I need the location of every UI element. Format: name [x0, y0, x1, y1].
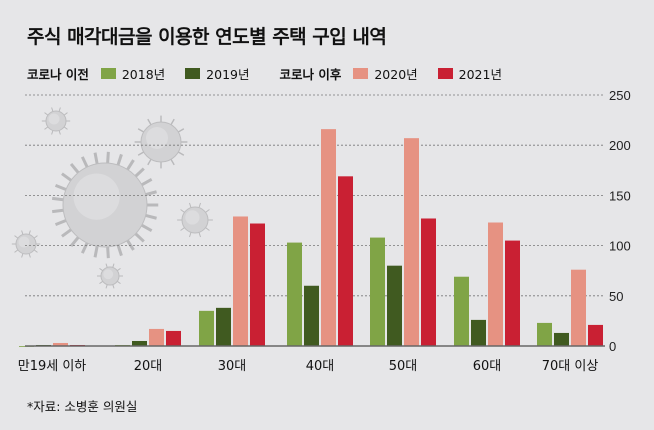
virus-icon	[134, 115, 188, 169]
y-tick-label: 0	[609, 339, 616, 354]
legend-item-2019: 2019년	[185, 64, 249, 83]
bar-2019년-30대	[216, 307, 231, 346]
legend-swatch	[100, 68, 116, 79]
bar-2020년-만19세 이하	[53, 342, 68, 346]
legend-group-before: 코로나 이전	[27, 67, 89, 82]
bar-2018년-40대	[287, 242, 302, 346]
legend-item-2021: 2021년	[437, 64, 502, 83]
source-note: *자료: 소병훈 의원실	[27, 399, 138, 414]
bar-2021년-30대	[250, 223, 265, 346]
x-tick-label: 40대	[306, 359, 335, 374]
bar-2018년-50대	[370, 237, 385, 346]
bar-2018년-30대	[199, 310, 214, 346]
virus-icon	[177, 202, 213, 238]
bar-2018년-60대	[454, 276, 469, 346]
bar-2021년-60대	[505, 240, 520, 346]
y-tick-label: 250	[609, 88, 631, 103]
bar-2019년-50대	[387, 265, 402, 346]
y-tick-label: 150	[609, 188, 631, 203]
bar-2019년-40대	[304, 285, 319, 346]
legend-swatch	[437, 68, 453, 79]
virus-icon	[41, 107, 71, 135]
bar-2021년-50대	[421, 218, 436, 346]
bar-2020년-40대	[321, 129, 336, 346]
legend-group-after: 코로나 이후	[279, 67, 342, 82]
y-tick-label: 50	[609, 289, 623, 304]
legend-item-2020: 2020년	[353, 64, 418, 83]
legend: 코로나 이전 2018년 2019년 코로나 이후 2020년 2021년	[27, 64, 522, 83]
bar-2018년-70대 이상	[537, 322, 552, 346]
bar-2019년-70대 이상	[554, 332, 569, 346]
y-tick-label: 100	[609, 239, 631, 254]
bar-2019년-60대	[471, 319, 486, 346]
x-tick-label: 20대	[134, 359, 163, 374]
bar-2019년-20대	[132, 340, 147, 346]
chart-title: 주식 매각대금을 이용한 연도별 주택 구입 내역	[27, 26, 387, 48]
bar-2020년-50대	[404, 138, 419, 346]
virus-icon	[11, 230, 41, 258]
legend-swatch	[353, 68, 369, 79]
bar-2020년-70대 이상	[571, 269, 586, 346]
bar-2020년-30대	[233, 216, 248, 346]
y-tick-label: 200	[609, 138, 631, 153]
bar-2020년-60대	[488, 222, 503, 346]
bar-2021년-70대 이상	[588, 324, 603, 346]
x-tick-label: 70대 이상	[542, 359, 599, 374]
x-tick-label: 만19세 이하	[18, 359, 87, 374]
virus-illustrations	[11, 107, 213, 289]
virus-icon	[51, 151, 159, 259]
bar-2020년-20대	[149, 328, 164, 346]
legend-item-2018: 2018년	[100, 64, 165, 83]
x-tick-label: 60대	[473, 359, 502, 374]
bar-2021년-20대	[166, 330, 181, 346]
legend-swatch	[185, 68, 201, 79]
virus-icon	[97, 263, 123, 289]
x-tick-label: 30대	[218, 359, 247, 374]
x-tick-label: 50대	[389, 359, 418, 374]
bar-2021년-40대	[338, 176, 353, 346]
